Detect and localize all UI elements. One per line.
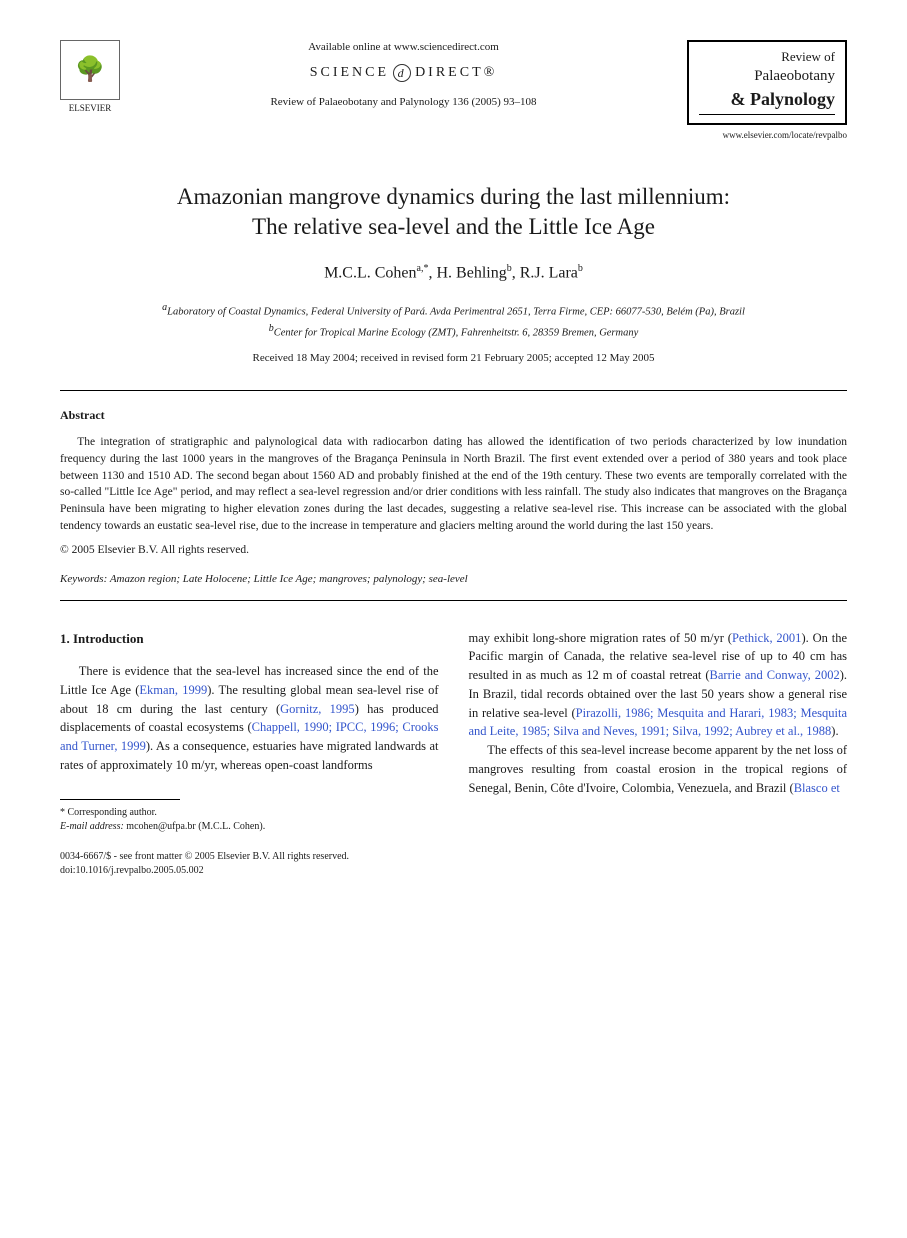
authors-line: M.C.L. Cohena,*, H. Behlingb, R.J. Larab [60,262,847,285]
author-2: H. Behling [436,264,506,281]
available-online-text: Available online at www.sciencedirect.co… [140,40,667,55]
journal-box-line3: & Palynology [699,87,835,115]
journal-reference: Review of Palaeobotany and Palynology 13… [140,95,667,110]
keywords-line: Keywords: Amazon region; Late Holocene; … [60,572,847,587]
page-footer: 0034-6667/$ - see front matter © 2005 El… [60,850,847,878]
elsevier-tree-logo: 🌳 [60,40,120,100]
author-2-sup: b [507,263,512,274]
abstract-text: The integration of stratigraphic and pal… [60,434,847,534]
keywords-label: Keywords: [60,573,107,585]
affiliation-b: Center for Tropical Marine Ecology (ZMT)… [274,327,639,338]
tree-icon: 🌳 [75,58,105,82]
journal-box-line2: Palaeobotany [699,66,835,87]
elsevier-label: ELSEVIER [60,102,120,115]
elsevier-logo-block: 🌳 ELSEVIER [60,40,120,115]
footnote-block: * Corresponding author. E-mail address: … [60,806,439,834]
title-line1: Amazonian mangrove dynamics during the l… [177,184,730,209]
author-1-sup: a,* [417,263,429,274]
intro-right-p2: The effects of this sea-level increase b… [469,741,848,797]
sd-left: SCIENCE [310,63,389,83]
author-email: mcohen@ufpa.br (M.C.L. Cohen). [124,821,265,832]
email-line: E-mail address: mcohen@ufpa.br (M.C.L. C… [60,820,439,834]
citation-barrie[interactable]: Barrie and Conway, 2002 [710,668,840,682]
corresponding-author: * Corresponding author. [60,806,439,820]
journal-box-wrap: Review of Palaeobotany & Palynology www.… [687,40,847,142]
sd-right: DIRECT® [415,63,497,83]
footer-line1: 0034-6667/$ - see front matter © 2005 El… [60,850,847,864]
email-label: E-mail address: [60,821,124,832]
citation-blasco[interactable]: Blasco et [794,781,840,795]
intro-right-p1: may exhibit long-shore migration rates o… [469,629,848,742]
science-direct-logo: SCIENCE d DIRECT® [140,63,667,83]
footnote-separator [60,799,180,800]
header-row: 🌳 ELSEVIER Available online at www.scien… [60,40,847,142]
copyright-line: © 2005 Elsevier B.V. All rights reserved… [60,542,847,558]
intro-heading: 1. Introduction [60,629,439,649]
divider-top [60,390,847,391]
author-3-sup: b [578,263,583,274]
author-1: M.C.L. Cohen [324,264,416,281]
abstract-heading: Abstract [60,407,847,424]
left-column: 1. Introduction There is evidence that t… [60,629,439,834]
right-column: may exhibit long-shore migration rates o… [469,629,848,834]
article-title: Amazonian mangrove dynamics during the l… [60,182,847,242]
title-line2: The relative sea-level and the Little Ic… [252,214,655,239]
divider-bottom [60,600,847,601]
citation-gornitz[interactable]: Gornitz, 1995 [280,702,355,716]
intro-left-p1: There is evidence that the sea-level has… [60,662,439,775]
author-3: R.J. Lara [520,264,578,281]
body-columns: 1. Introduction There is evidence that t… [60,629,847,834]
sd-glyph-icon: d [393,64,411,82]
footer-doi: doi:10.1016/j.revpalbo.2005.05.002 [60,864,847,878]
intro-right-text-d: ). [831,724,838,738]
citation-ekman[interactable]: Ekman, 1999 [139,683,207,697]
journal-box-line1: Review of [699,48,835,66]
keywords-text: Amazon region; Late Holocene; Little Ice… [107,573,467,585]
journal-url: www.elsevier.com/locate/revpalbo [687,129,847,142]
article-dates: Received 18 May 2004; received in revise… [60,351,847,366]
intro-right-p2-text: The effects of this sea-level increase b… [469,743,848,795]
citation-pethick[interactable]: Pethick, 2001 [732,631,801,645]
intro-right-text-a: may exhibit long-shore migration rates o… [469,631,732,645]
journal-title-box: Review of Palaeobotany & Palynology [687,40,847,125]
center-header: Available online at www.sciencedirect.co… [120,40,687,114]
affiliation-a: Laboratory of Coastal Dynamics, Federal … [167,307,745,318]
affiliations: aLaboratory of Coastal Dynamics, Federal… [60,300,847,341]
